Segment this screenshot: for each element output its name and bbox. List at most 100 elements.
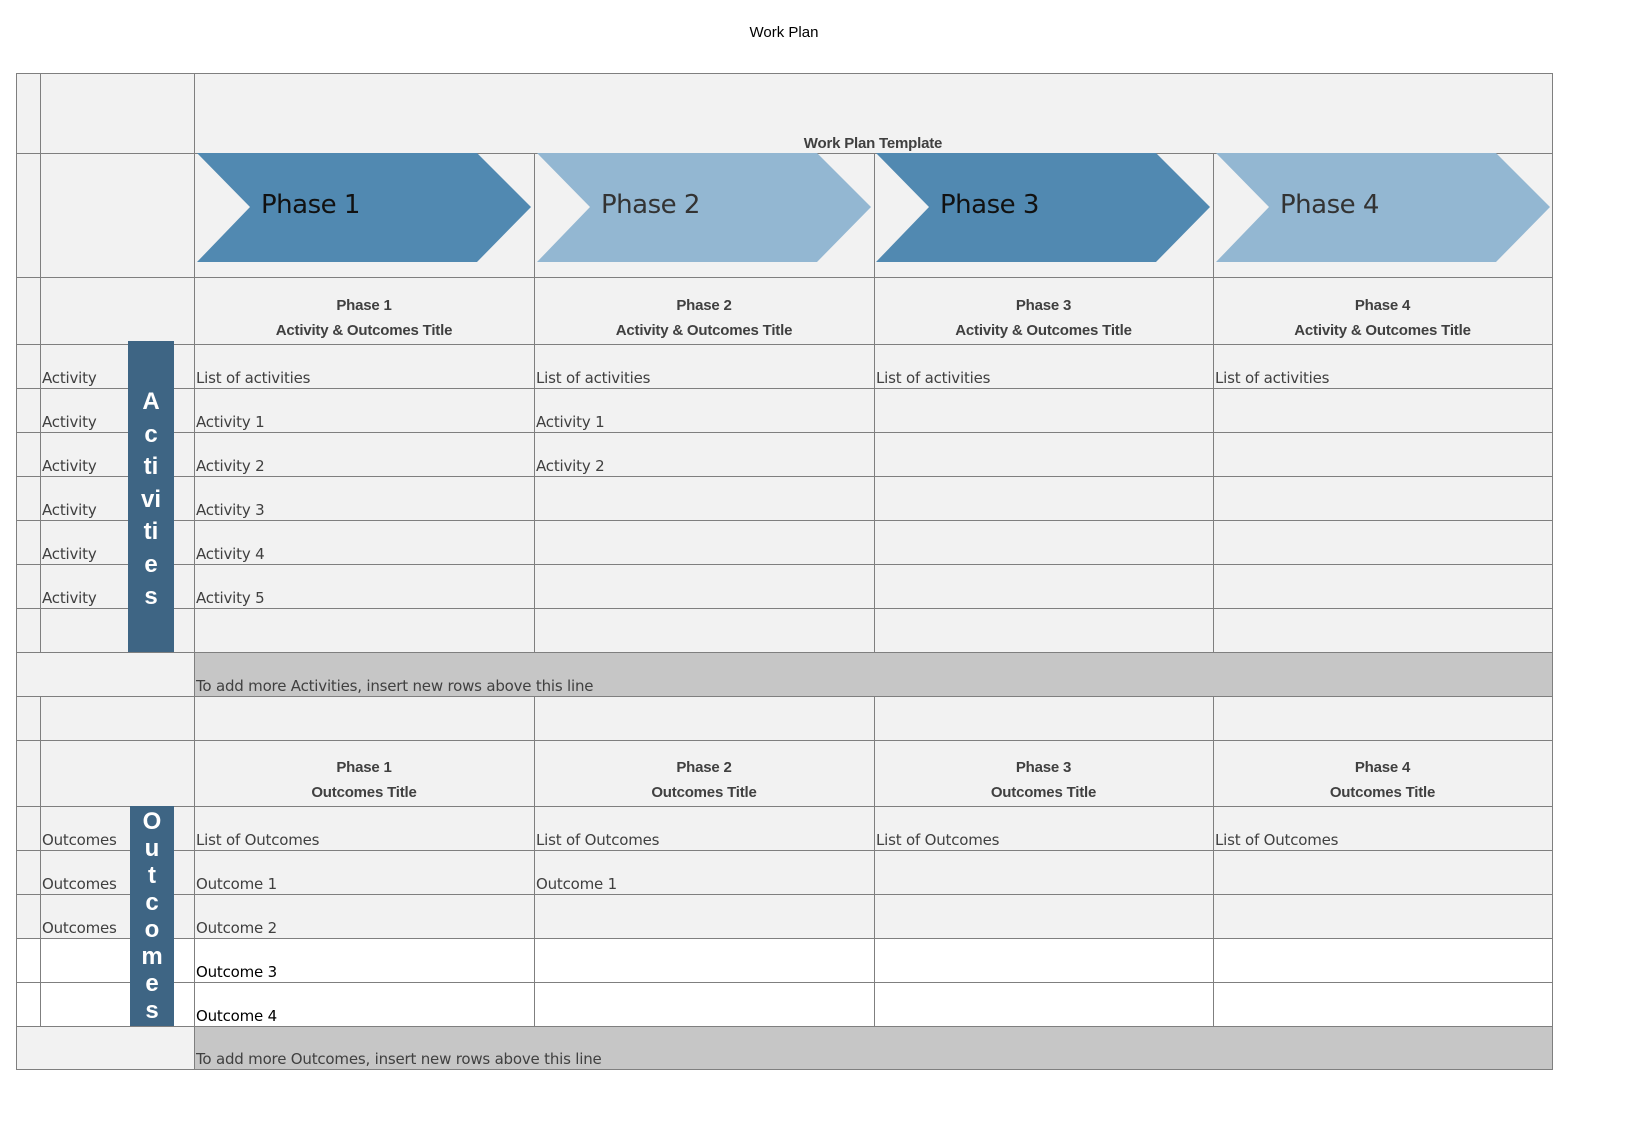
cell[interactable] (16, 850, 41, 895)
cell[interactable] (16, 696, 41, 741)
outcome-cell[interactable]: List of Outcomes (874, 806, 1214, 851)
cell[interactable] (40, 73, 195, 154)
activity-cell[interactable] (1213, 564, 1553, 609)
outcome-cell[interactable]: List of Outcomes (534, 806, 875, 851)
activity-header-phase-2: Phase 2 Activity & Outcomes Title (534, 277, 875, 345)
header-line: Outcomes Title (1329, 784, 1436, 801)
cell[interactable] (40, 153, 195, 278)
activity-cell[interactable]: List of activities (1213, 344, 1553, 389)
cell[interactable] (40, 740, 195, 807)
activity-cell[interactable]: Activity 4 (194, 520, 535, 565)
activity-cell[interactable] (534, 608, 875, 653)
activity-cell[interactable] (874, 476, 1214, 521)
activity-cell[interactable] (1213, 388, 1553, 433)
outcome-cell[interactable] (534, 982, 875, 1027)
outcome-cell[interactable] (1213, 938, 1553, 983)
activity-cell[interactable] (194, 608, 535, 653)
activity-cell[interactable]: List of activities (194, 344, 535, 389)
cell[interactable] (16, 73, 41, 154)
outcome-cell[interactable]: Outcome 3 (194, 938, 535, 983)
activity-cell[interactable]: Activity 2 (534, 432, 875, 477)
activity-cell[interactable]: List of activities (874, 344, 1214, 389)
cell[interactable] (874, 696, 1214, 741)
cell[interactable] (16, 608, 41, 653)
cell[interactable] (16, 153, 41, 278)
activity-cell[interactable] (1213, 520, 1553, 565)
activity-cell[interactable] (874, 564, 1214, 609)
outcome-cell[interactable] (1213, 850, 1553, 895)
cell[interactable] (194, 696, 535, 741)
cell[interactable] (16, 652, 195, 697)
outcome-cell[interactable] (534, 894, 875, 939)
outcome-cell[interactable] (874, 938, 1214, 983)
table-row: Activity Activity 3 (16, 476, 1553, 521)
activity-cell[interactable] (874, 388, 1214, 433)
activity-cell[interactable] (874, 520, 1214, 565)
activity-cell[interactable]: Activity 1 (534, 388, 875, 433)
banner-letter: c (144, 420, 158, 448)
activity-cell[interactable] (1213, 608, 1553, 653)
activity-cell[interactable] (534, 520, 875, 565)
banner-letter: vi (140, 485, 161, 513)
outcome-cell[interactable] (874, 850, 1214, 895)
banner-letter: t (148, 862, 156, 889)
activity-cell[interactable] (874, 608, 1214, 653)
header-line: Phase 4 (1354, 297, 1411, 314)
cell[interactable] (16, 938, 41, 983)
banner-letter: O (142, 808, 162, 835)
phase-1-chevron (197, 153, 531, 262)
outcome-cell[interactable]: Outcome 2 (194, 894, 535, 939)
outcome-cell[interactable] (1213, 982, 1553, 1027)
banner-letter: o (144, 916, 160, 943)
cell[interactable] (16, 344, 41, 389)
activity-cell[interactable] (534, 564, 875, 609)
cell[interactable] (16, 432, 41, 477)
header-line: Phase 2 (676, 297, 732, 314)
cell[interactable] (40, 696, 195, 741)
outcome-cell[interactable]: Outcome 1 (534, 850, 875, 895)
cell[interactable] (16, 806, 41, 851)
cell[interactable] (1213, 696, 1553, 741)
cell[interactable] (16, 982, 41, 1027)
cell[interactable] (16, 740, 41, 807)
table-row: Activity Activity 5 (16, 564, 1553, 609)
outcome-cell[interactable] (1213, 894, 1553, 939)
cell[interactable] (16, 388, 41, 433)
cell[interactable] (16, 520, 41, 565)
banner-letter: e (144, 550, 158, 578)
outcome-cell[interactable] (874, 894, 1214, 939)
cell[interactable] (16, 564, 41, 609)
outcome-cell[interactable]: Outcome 1 (194, 850, 535, 895)
cell[interactable] (16, 894, 41, 939)
activity-cell[interactable] (534, 476, 875, 521)
phase-2-label: Phase 2 (601, 190, 700, 220)
header-line: Phase 2 (676, 759, 732, 776)
banner-letter: s (144, 583, 158, 610)
cell[interactable] (16, 277, 41, 345)
table-row: Work Plan Template (16, 73, 1553, 154)
activity-cell[interactable] (1213, 432, 1553, 477)
activity-cell[interactable]: Activity 1 (194, 388, 535, 433)
outcome-cell[interactable]: Outcome 4 (194, 982, 535, 1027)
header-line: Phase 4 (1354, 759, 1411, 776)
phase-3-chevron (876, 153, 1210, 262)
outcome-cell[interactable] (534, 938, 875, 983)
cell[interactable] (16, 476, 41, 521)
banner-letter: c (145, 889, 159, 916)
outcome-cell[interactable]: List of Outcomes (194, 806, 535, 851)
cell[interactable] (40, 277, 195, 345)
header-line: Outcomes Title (990, 784, 1097, 801)
cell[interactable] (534, 696, 875, 741)
banner-letter: ti (143, 453, 159, 480)
activity-cell[interactable]: List of activities (534, 344, 875, 389)
outcome-cell[interactable] (874, 982, 1214, 1027)
cell[interactable] (16, 1026, 195, 1070)
activity-cell[interactable]: Activity 2 (194, 432, 535, 477)
activity-cell[interactable]: Activity 3 (194, 476, 535, 521)
activity-cell[interactable]: Activity 5 (194, 564, 535, 609)
outcome-cell[interactable]: List of Outcomes (1213, 806, 1553, 851)
activity-cell[interactable] (1213, 476, 1553, 521)
activity-cell[interactable] (874, 432, 1214, 477)
